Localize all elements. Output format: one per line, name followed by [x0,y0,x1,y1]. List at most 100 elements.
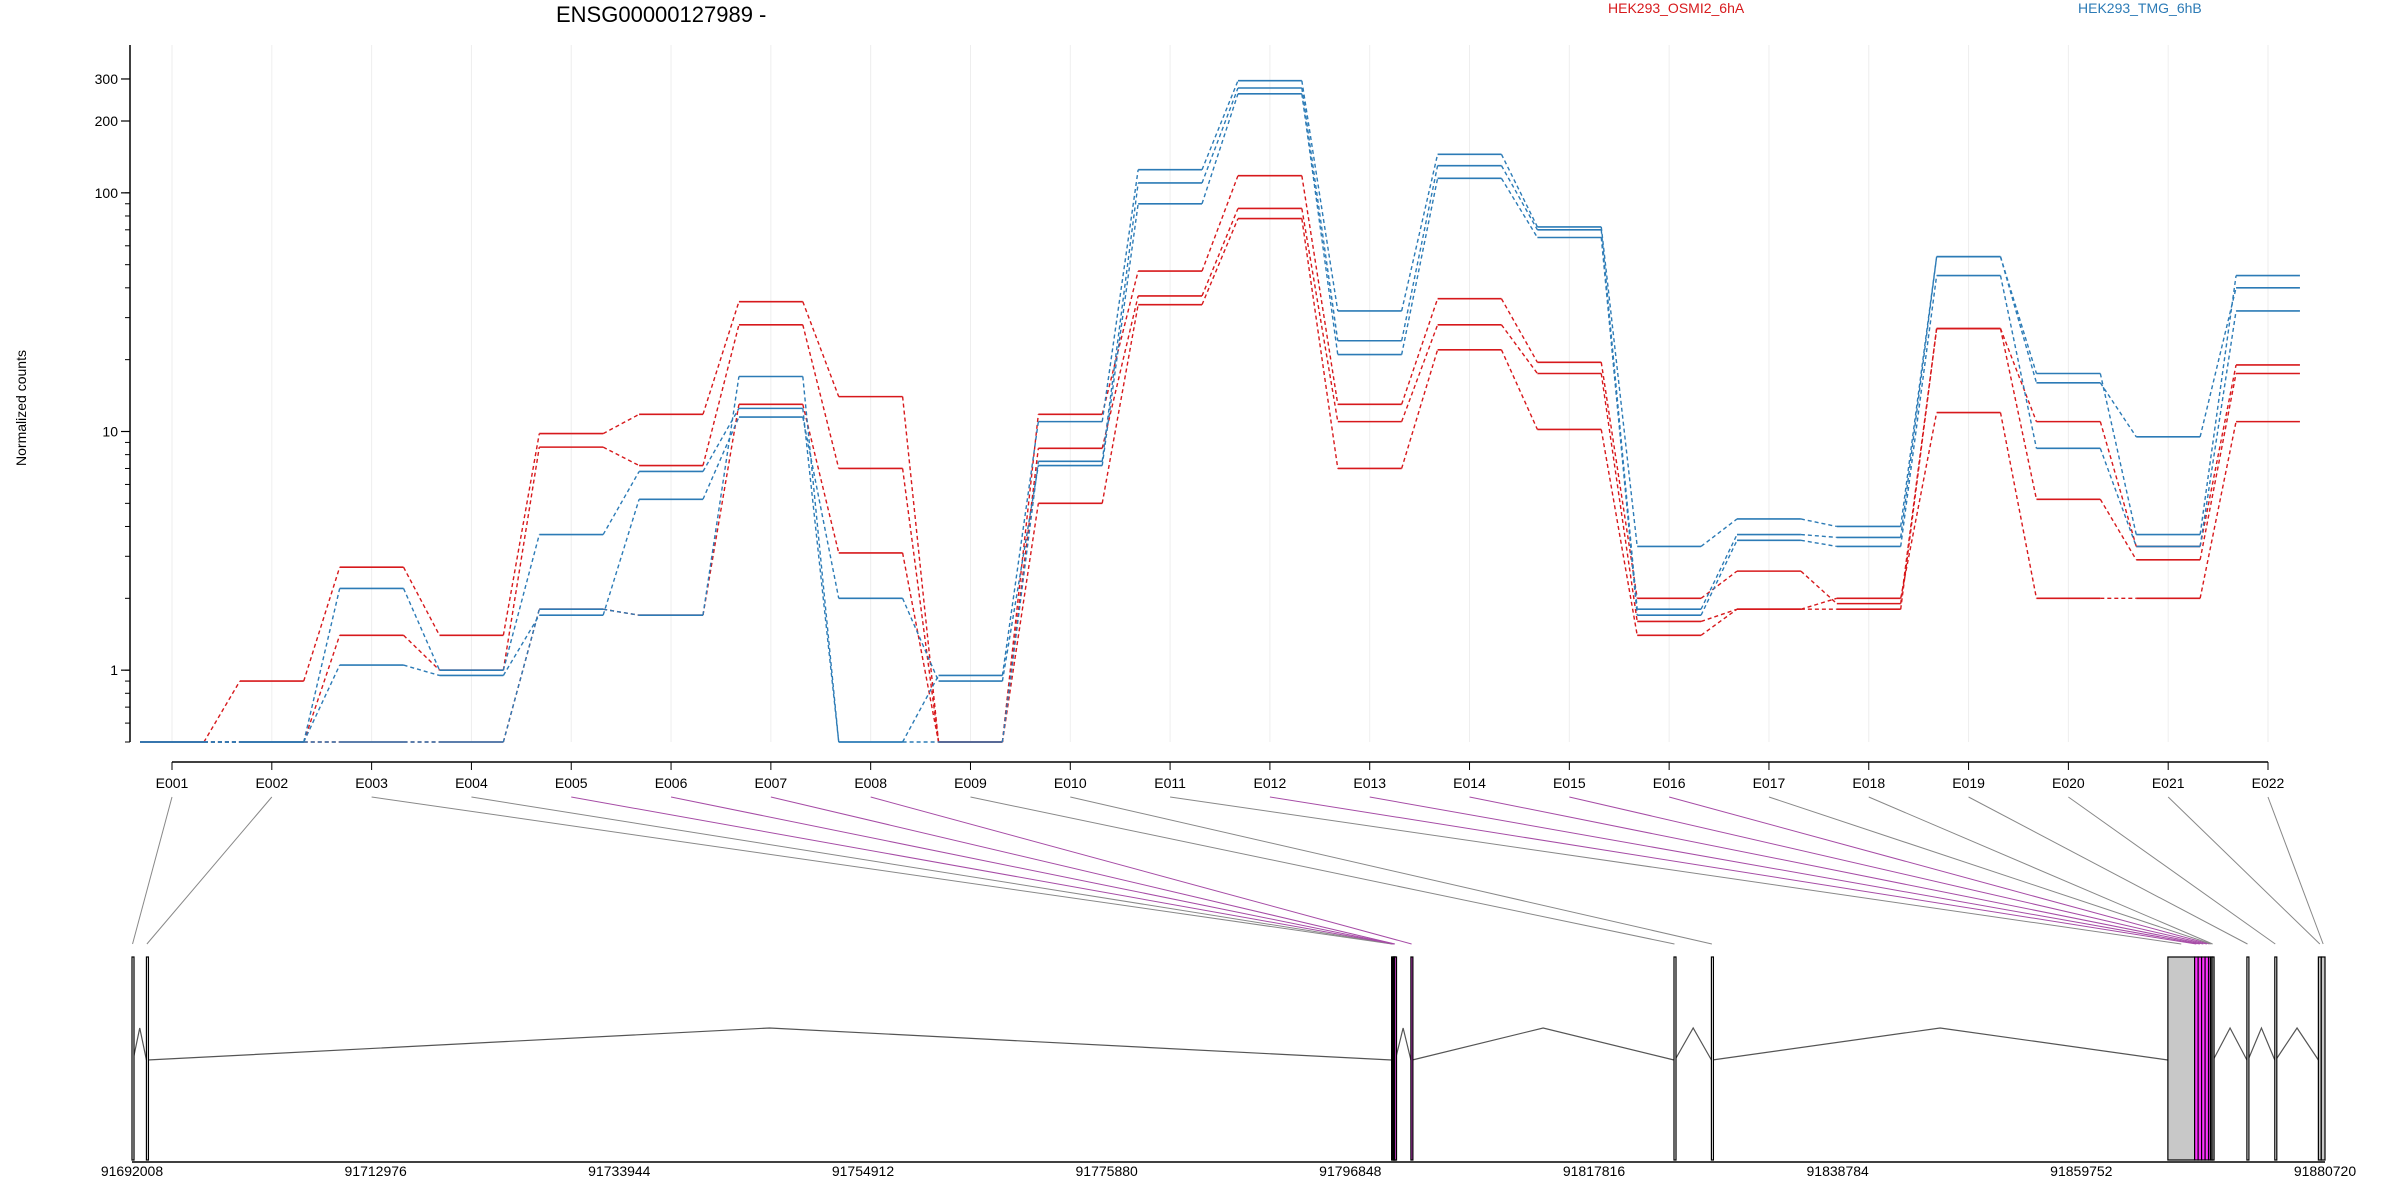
x-tick-label-E011: E011 [1154,775,1186,791]
transition-E006 [702,408,740,472]
transition-E014 [1500,154,1539,228]
transition-E019 [1999,328,2038,500]
connector-E002 [146,796,273,945]
transition-E015 [1600,373,1638,622]
series-1-HEK293_OSMI2_6hA [140,174,2300,743]
exon-block-E011 [2167,956,2196,1161]
x-tick-label-E003: E003 [355,775,388,791]
transition-E021 [2199,310,2237,547]
transition-E013 [1400,165,1439,341]
transition-E019 [1999,256,2038,374]
connector-E017 [1768,796,2212,945]
x-tick-label-E021: E021 [2152,775,2185,791]
transition-E007 [802,324,840,469]
connector-E005 [571,796,1394,945]
transition-E012 [1301,80,1339,312]
genomic-axis: 91692008 91712976 91733944 91754912 91775880… [101,1161,2356,1179]
transition-E020 [2099,373,2137,535]
transition-E010 [1101,295,1139,449]
transition-E004 [502,614,540,676]
transition-E003 [403,634,440,671]
transition-E013 [1400,298,1439,405]
x-tick-label-E009: E009 [954,775,987,791]
transition-E009 [1001,414,1040,743]
transition-E017 [1800,570,1838,605]
x-tick-label-E001: E001 [156,775,189,791]
x-tick-label-E015: E015 [1553,775,1586,791]
transition-E009 [1001,503,1040,743]
x-tick-label-E019: E019 [1952,775,1985,791]
transition-E013 [1400,178,1439,355]
transition-E021 [2199,373,2237,560]
transition-E007 [802,301,840,397]
transition-E015 [1600,429,1638,636]
transition-E005 [602,446,640,467]
transition-E019 [1999,275,2038,449]
x-tick-label-E008: E008 [854,775,887,791]
genomic-tick-label: 91754912 [832,1163,895,1179]
genomic-tick-label: 91859752 [2050,1163,2113,1179]
transition-E019 [1999,412,2038,599]
transition-E005 [603,608,640,616]
transition-E014 [1500,177,1538,238]
transition-E013 [1400,154,1439,312]
y-tick-label: 200 [95,113,119,129]
exon-block-E007 [1393,956,1398,1161]
x-tick-label-E013: E013 [1353,775,1386,791]
connector-E013 [1369,796,2200,945]
x-tick-label-E012: E012 [1254,775,1287,791]
genomic-tick-label: 91838784 [1807,1163,1870,1179]
exon-connector-lines [132,796,2324,945]
intron-E020 [2275,1026,2319,1061]
transition-E005 [602,471,640,535]
connector-E006 [670,796,1395,945]
connector-E020 [2068,796,2276,945]
x-tick-label-E007: E007 [755,775,788,791]
transition-E014 [1500,324,1538,374]
genomic-tick-label: 91796848 [1319,1163,1382,1179]
transition-E020 [2099,421,2137,547]
vertical-grid [171,45,2269,742]
x-tick-label-E006: E006 [655,775,688,791]
transition-E001 [203,680,241,743]
transition-E021 [2199,421,2237,599]
transition-E021 [2199,287,2237,437]
intron-E002 [147,1027,1392,1061]
genomic-tick-label: 91712976 [345,1163,408,1179]
transition-E016 [1700,608,1738,636]
transition-E010 [1101,270,1139,415]
intron-E010 [1712,1027,2168,1061]
transition-E010 [1101,169,1139,422]
exon-axis: E001 E002 E003 E004 E005 E006 E007 E008 E009 E010… [156,761,2285,791]
series-4-HEK293_TMG_6hB [140,93,2300,743]
transition-E006 [702,301,740,415]
chart-title: ENSG00000127989 - [556,2,766,27]
transition-E009 [1001,421,1040,676]
transition-E006 [702,324,740,466]
series-2-HEK293_OSMI2_6hA [140,207,2300,743]
transition-E018 [1900,328,1938,604]
transition-E004 [502,447,540,671]
transition-E018 [1900,328,1938,610]
transition-E016 [1700,608,1738,623]
gene-model [131,956,2326,1161]
connector-E007 [770,796,1396,945]
transition-E012 [1301,93,1339,355]
transition-E008 [901,468,940,743]
genomic-tick-label: 91775880 [1076,1163,1139,1179]
exon-block-E020 [2274,956,2278,1161]
exon-block-E002 [145,956,150,1161]
transition-E019 [1999,256,2038,383]
transition-E003 [402,566,441,636]
connector-E022 [2267,796,2324,945]
transition-E006 [702,376,740,616]
transition-E016 [1700,570,1738,599]
transition-E017 [1800,533,1837,539]
transition-E016 [1700,534,1738,610]
x-tick-label-E020: E020 [2052,775,2085,791]
transition-E020 [2099,382,2137,438]
x-tick-label-E016: E016 [1653,775,1686,791]
transition-E014 [1500,349,1539,430]
transition-E012 [1301,208,1339,422]
intron-E018 [2212,1026,2248,1061]
